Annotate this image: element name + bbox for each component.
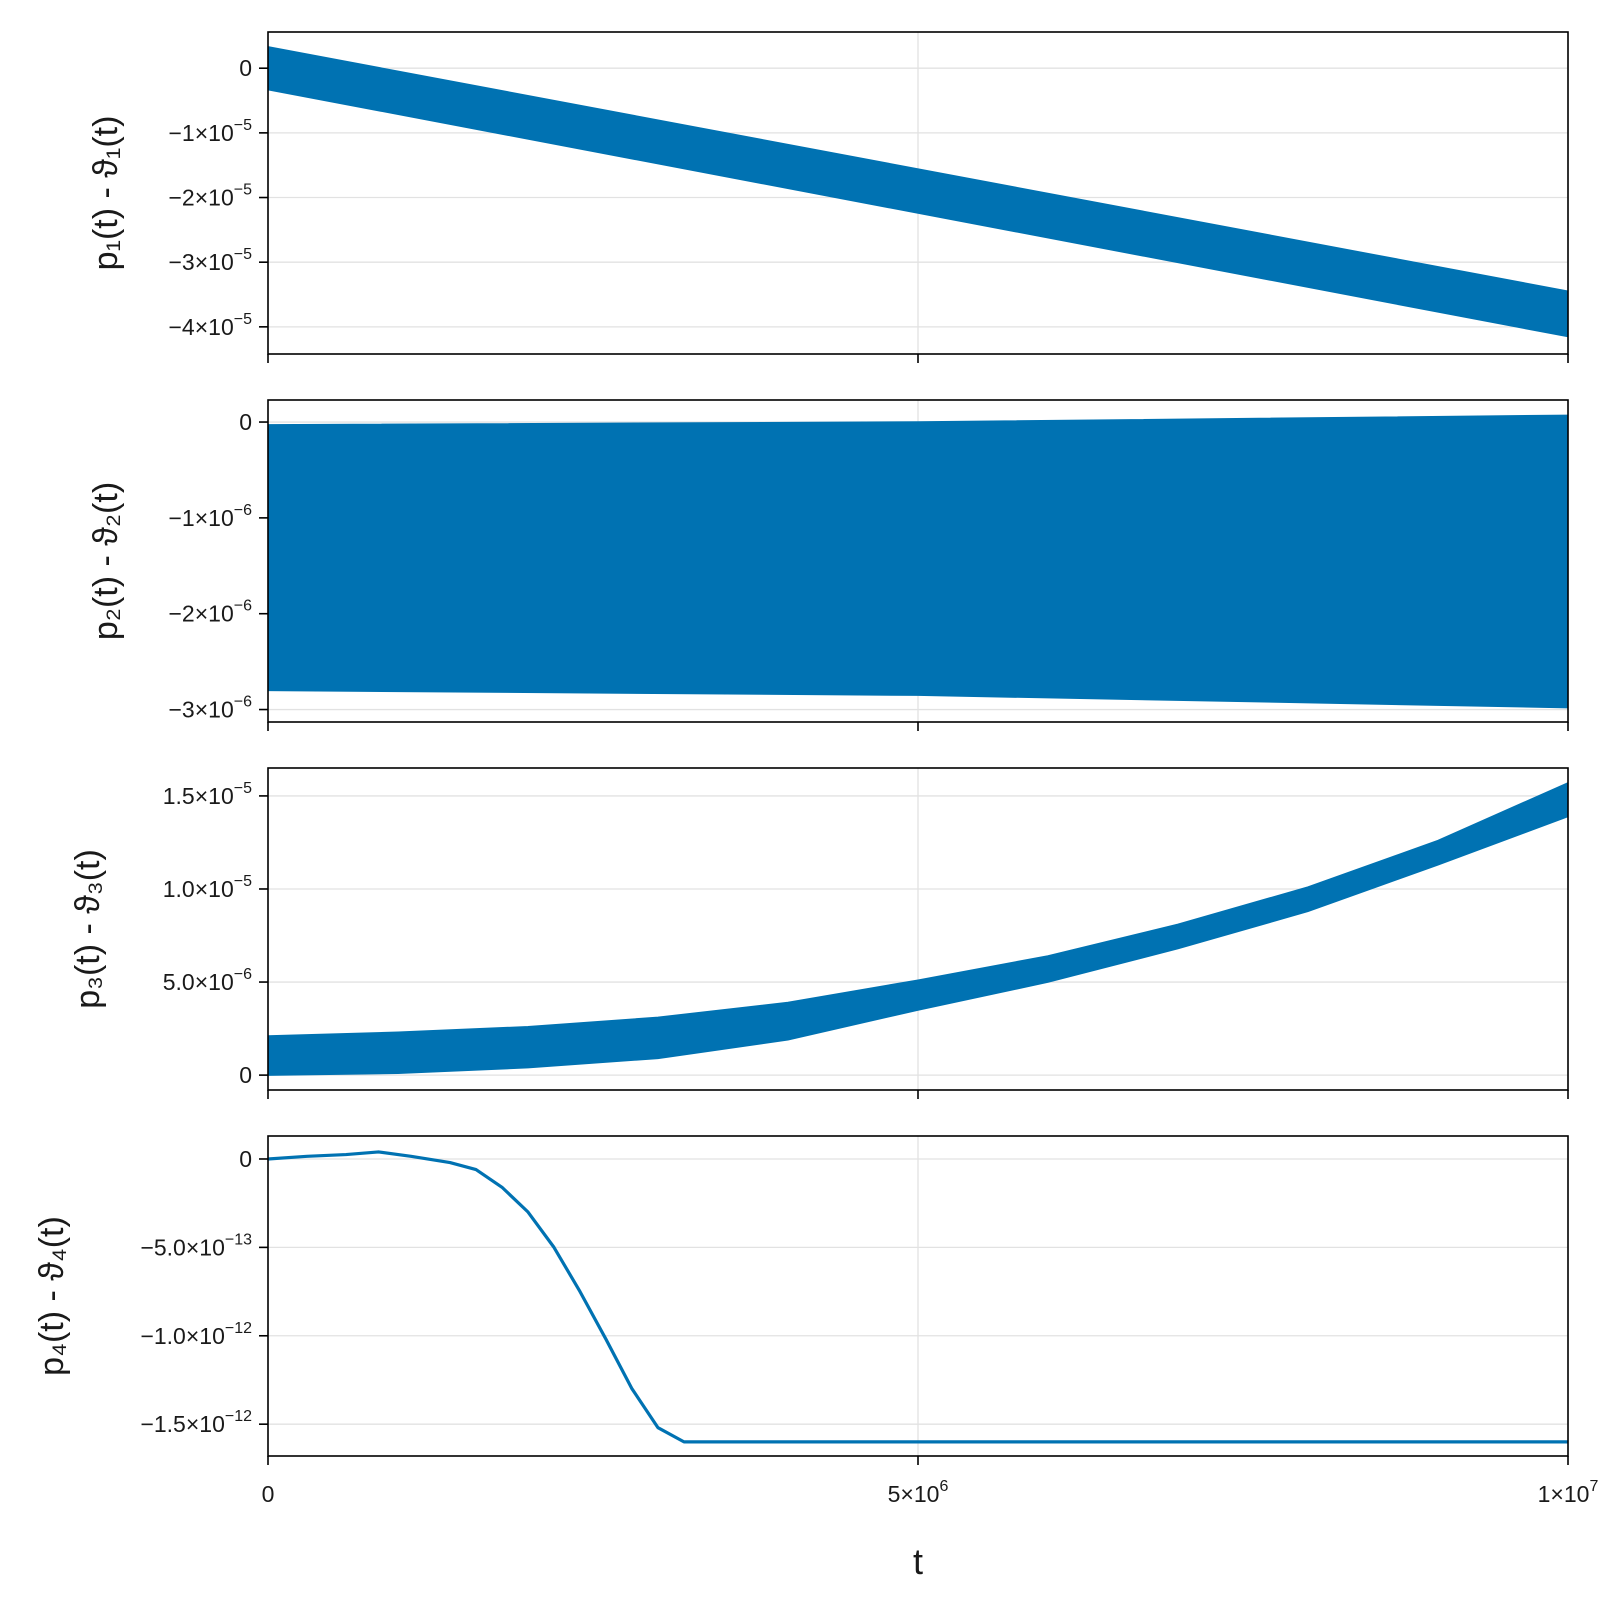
y-tick-label-3-4-mantissa: 1.5×10	[163, 783, 234, 809]
y-tick-label-4-3: −1.0×10−12	[140, 1320, 252, 1349]
panel-3: 05.0×10−61.0×10−51.5×10−5p₃(t) - ϑ₃(t)	[69, 767, 1569, 1099]
y-tick-label-1-3-mantissa: −2×10	[169, 185, 234, 211]
y-tick-label-3-2-exponent: −6	[234, 966, 252, 983]
y-tick-label-1-2-exponent: −5	[234, 117, 252, 134]
y-tick-label-3-2: 5.0×10−6	[163, 966, 252, 995]
y-tick-label-2-1-mantissa: 0	[239, 409, 252, 435]
y-tick-label-4-3-mantissa: −1.0×10	[140, 1323, 224, 1349]
y-tick-label-1-3: −2×10−5	[169, 182, 253, 211]
y-tick-label-1-4-mantissa: −3×10	[169, 249, 234, 275]
y-tick-label-4-4-mantissa: −1.5×10	[140, 1411, 224, 1437]
y-tick-label-2-2: −1×10−6	[169, 502, 253, 531]
y-tick-label-3-2-mantissa: 5.0×10	[163, 969, 234, 995]
y-axis-label-2: p₂(t) - ϑ₂(t)	[87, 482, 125, 640]
x-tick-label-1: 0	[262, 1481, 275, 1507]
y-tick-label-1-2-mantissa: −1×10	[169, 120, 234, 146]
series-1	[268, 46, 1568, 338]
y-tick-label-4-4-exponent: −12	[225, 1408, 252, 1425]
y-tick-label-2-4-exponent: −6	[234, 694, 252, 711]
x-tick-label-1-mantissa: 0	[262, 1481, 275, 1507]
y-tick-label-1-1: 0	[239, 55, 252, 81]
series-4	[268, 1150, 1568, 1444]
panel-2: 0−1×10−6−2×10−6−3×10−6p₂(t) - ϑ₂(t)	[87, 399, 1569, 731]
y-tick-label-1-5: −4×10−5	[169, 311, 253, 340]
y-tick-label-3-1: 0	[239, 1062, 252, 1088]
y-tick-label-2-1: 0	[239, 409, 252, 435]
x-tick-label-3-exponent: 7	[1589, 1478, 1598, 1495]
y-tick-label-1-5-mantissa: −4×10	[169, 314, 234, 340]
y-tick-label-4-4: −1.5×10−12	[140, 1408, 252, 1437]
panel-1: 0−1×10−5−2×10−5−3×10−5−4×10−5p₁(t) - ϑ₁(…	[87, 31, 1569, 363]
x-tick-label-2-mantissa: 5×10	[888, 1481, 940, 1507]
y-axis-label-4: p₄(t) - ϑ₄(t)	[33, 1216, 71, 1376]
series-2	[268, 414, 1568, 709]
x-axis-label: t	[913, 1541, 923, 1582]
y-tick-label-4-1: 0	[239, 1146, 252, 1172]
y-tick-label-4-2: −5.0×10−13	[140, 1231, 252, 1260]
y-axis-label-3: p₃(t) - ϑ₃(t)	[69, 849, 107, 1009]
y-tick-label-3-1-mantissa: 0	[239, 1062, 252, 1088]
y-tick-label-2-3-mantissa: −2×10	[169, 601, 234, 627]
x-tick-label-2-exponent: 6	[939, 1478, 948, 1495]
y-tick-label-4-3-exponent: −12	[225, 1320, 252, 1337]
series-line-4	[268, 1150, 1568, 1444]
y-tick-label-1-1-mantissa: 0	[239, 55, 252, 81]
y-tick-label-2-2-exponent: −6	[234, 502, 252, 519]
oscillation-band-3	[268, 782, 1568, 1076]
oscillation-band-1	[268, 46, 1568, 338]
y-tick-label-2-4-mantissa: −3×10	[169, 697, 234, 723]
x-tick-label-3: 1×107	[1538, 1478, 1599, 1507]
y-tick-label-4-2-exponent: −13	[225, 1231, 252, 1248]
x-tick-label-3-mantissa: 1×10	[1538, 1481, 1590, 1507]
y-tick-label-3-3: 1.0×10−5	[163, 873, 252, 902]
y-tick-label-1-5-exponent: −5	[234, 311, 252, 328]
oscillation-band-2	[268, 414, 1568, 709]
y-tick-label-4-1-mantissa: 0	[239, 1146, 252, 1172]
y-tick-label-3-3-exponent: −5	[234, 873, 252, 890]
panels: 0−1×10−5−2×10−5−3×10−5−4×10−5p₁(t) - ϑ₁(…	[33, 31, 1599, 1582]
x-tick-label-2: 5×106	[888, 1478, 949, 1507]
y-tick-label-2-2-mantissa: −1×10	[169, 505, 234, 531]
series-3	[268, 782, 1568, 1076]
y-tick-label-1-4-exponent: −5	[234, 246, 252, 263]
y-tick-label-3-4: 1.5×10−5	[163, 780, 252, 809]
y-tick-label-1-2: −1×10−5	[169, 117, 253, 146]
y-tick-label-4-2-mantissa: −5.0×10	[140, 1234, 224, 1260]
y-tick-label-2-3: −2×10−6	[169, 598, 253, 627]
y-tick-label-1-4: −3×10−5	[169, 246, 253, 275]
y-tick-label-3-4-exponent: −5	[234, 780, 252, 797]
y-tick-label-2-4: −3×10−6	[169, 694, 253, 723]
y-tick-label-2-3-exponent: −6	[234, 598, 252, 615]
y-axis-label-1: p₁(t) - ϑ₁(t)	[87, 116, 125, 271]
y-tick-label-1-3-exponent: −5	[234, 182, 252, 199]
y-tick-label-3-3-mantissa: 1.0×10	[163, 876, 234, 902]
